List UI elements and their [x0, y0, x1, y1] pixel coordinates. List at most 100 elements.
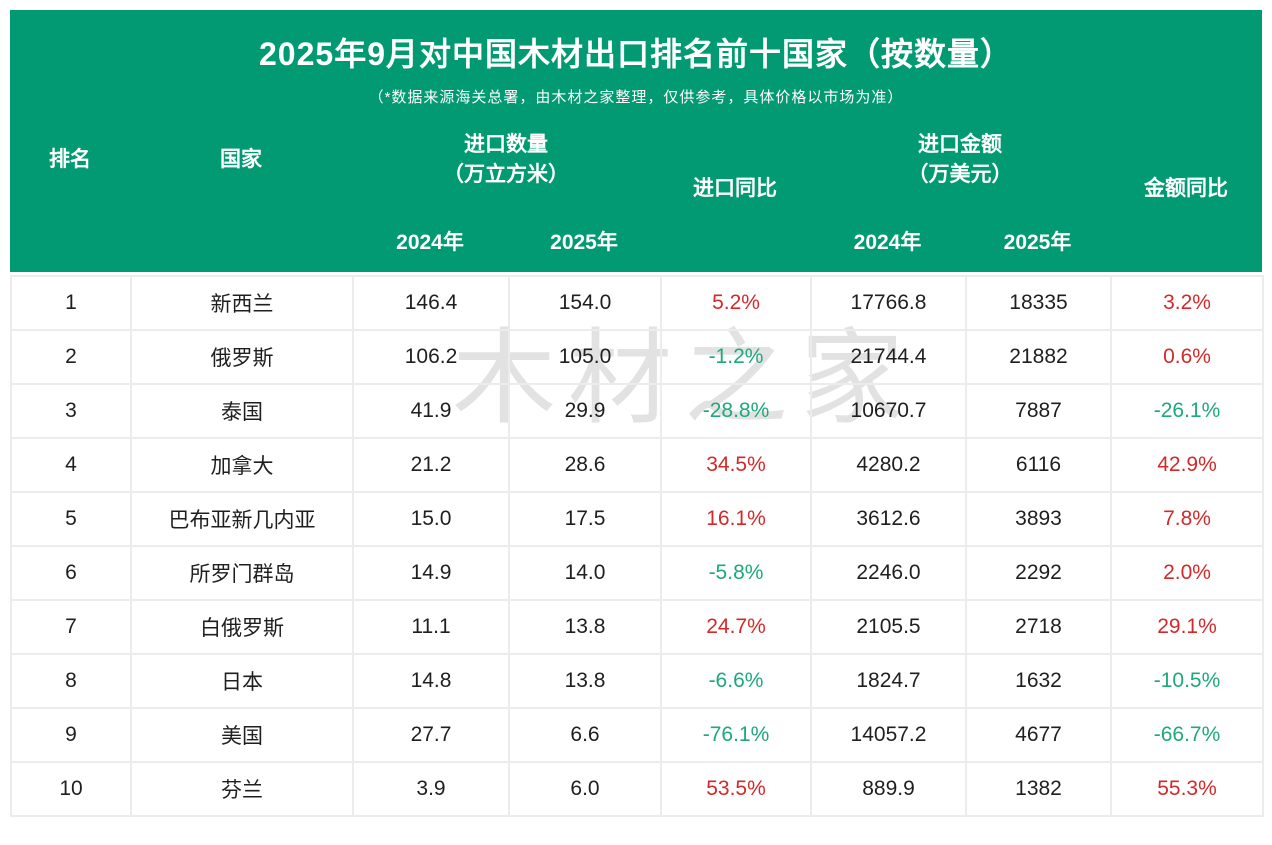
country-cell: 新西兰: [130, 275, 354, 331]
amt-yoy-cell: 2.0%: [1110, 545, 1264, 601]
rank-cell: 10: [10, 761, 132, 817]
data-table: 1 新西兰 146.4 154.0 5.2% 17766.8 18335 3.2% 2 俄罗斯 10…: [10, 275, 1264, 817]
col-header-qty-group: 进口数量 （万立方米）: [352, 107, 660, 214]
rank-cell: 9: [10, 707, 132, 763]
amt-2025-cell: 2718: [965, 599, 1112, 655]
amt-2024-cell: 10670.7: [810, 383, 967, 439]
amt-2024-cell: 21744.4: [810, 329, 967, 385]
col-header-country: 国家: [220, 148, 262, 172]
rank-cell: 5: [10, 491, 132, 547]
col-header-amt-group: 进口金额 （万美元）: [810, 107, 1110, 214]
rank-cell: 8: [10, 653, 132, 709]
col-header-qty-2025: 2025年: [550, 230, 618, 254]
qty-2024-cell: 41.9: [352, 383, 510, 439]
amt-group-line2: （万美元）: [907, 163, 1013, 187]
qty-2024-cell: 3.9: [352, 761, 510, 817]
qty-2025-cell: 13.8: [508, 599, 662, 655]
country-cell: 美国: [130, 707, 354, 763]
amt-2025-cell: 6116: [965, 437, 1112, 493]
country-cell: 芬兰: [130, 761, 354, 817]
page: 2025年9月对中国木材出口排名前十国家（按数量） （*数据来源海关总署，由木材…: [10, 10, 1264, 817]
qty-yoy-cell: 34.5%: [660, 437, 812, 493]
amt-yoy-cell: -66.7%: [1110, 707, 1264, 763]
qty-2024-cell: 146.4: [352, 275, 510, 331]
title-block: 2025年9月对中国木材出口排名前十国家（按数量） （*数据来源海关总署，由木材…: [10, 10, 1262, 107]
qty-2025-cell: 29.9: [508, 383, 662, 439]
amt-2025-cell: 1632: [965, 653, 1112, 709]
amt-2024-cell: 1824.7: [810, 653, 967, 709]
col-header-amt-2024: 2024年: [853, 230, 922, 254]
country-cell: 加拿大: [130, 437, 354, 493]
country-cell: 日本: [130, 653, 354, 709]
amt-yoy-cell: 29.1%: [1110, 599, 1264, 655]
col-header-qty-yoy: 进口同比: [693, 177, 777, 201]
amt-2025-cell: 21882: [965, 329, 1112, 385]
col-header-rank: 排名: [49, 148, 91, 172]
table-row: 8 日本 14.8 13.8 -6.6% 1824.7 1632 -10.5%: [10, 653, 1264, 709]
qty-2025-cell: 17.5: [508, 491, 662, 547]
rank-cell: 6: [10, 545, 132, 601]
table-row: 1 新西兰 146.4 154.0 5.2% 17766.8 18335 3.2%: [10, 275, 1264, 331]
table-area: 木材之家 1 新西兰 146.4 154.0 5.2% 17766.8 18335 3.2% 2…: [10, 275, 1264, 817]
amt-2024-cell: 2105.5: [810, 599, 967, 655]
rank-cell: 3: [10, 383, 132, 439]
qty-2024-cell: 15.0: [352, 491, 510, 547]
amt-2025-cell: 1382: [965, 761, 1112, 817]
table-row: 2 俄罗斯 106.2 105.0 -1.2% 21744.4 21882 0.6%: [10, 329, 1264, 385]
amt-2025-cell: 4677: [965, 707, 1112, 763]
amt-2025-cell: 2292: [965, 545, 1112, 601]
table-header-card: 2025年9月对中国木材出口排名前十国家（按数量） （*数据来源海关总署，由木材…: [10, 10, 1262, 272]
amt-2024-cell: 4280.2: [810, 437, 967, 493]
qty-yoy-cell: 53.5%: [660, 761, 812, 817]
table-row: 3 泰国 41.9 29.9 -28.8% 10670.7 7887 -26.1%: [10, 383, 1264, 439]
qty-group-line2: （万立方米）: [443, 163, 569, 187]
qty-2025-cell: 6.0: [508, 761, 662, 817]
table-row: 6 所罗门群岛 14.9 14.0 -5.8% 2246.0 2292 2.0%: [10, 545, 1264, 601]
amt-yoy-cell: 0.6%: [1110, 329, 1264, 385]
amt-2024-cell: 17766.8: [810, 275, 967, 331]
qty-2024-cell: 106.2: [352, 329, 510, 385]
qty-2024-cell: 14.9: [352, 545, 510, 601]
qty-yoy-cell: -1.2%: [660, 329, 812, 385]
table-row: 9 美国 27.7 6.6 -76.1% 14057.2 4677 -66.7%: [10, 707, 1264, 763]
col-header-amt-2025: 2025年: [1003, 230, 1072, 254]
rank-cell: 1: [10, 275, 132, 331]
qty-2024-cell: 21.2: [352, 437, 510, 493]
amt-yoy-cell: -10.5%: [1110, 653, 1264, 709]
amt-2025-cell: 3893: [965, 491, 1112, 547]
amt-yoy-cell: 7.8%: [1110, 491, 1264, 547]
amt-2024-cell: 889.9: [810, 761, 967, 817]
col-header-amt-yoy: 金额同比: [1144, 177, 1228, 201]
country-cell: 所罗门群岛: [130, 545, 354, 601]
amt-2025-cell: 18335: [965, 275, 1112, 331]
amt-yoy-cell: -26.1%: [1110, 383, 1264, 439]
amt-yoy-cell: 55.3%: [1110, 761, 1264, 817]
qty-2025-cell: 14.0: [508, 545, 662, 601]
qty-yoy-cell: -6.6%: [660, 653, 812, 709]
table-body: 1 新西兰 146.4 154.0 5.2% 17766.8 18335 3.2% 2 俄罗斯 10…: [10, 275, 1264, 817]
qty-yoy-cell: 5.2%: [660, 275, 812, 331]
qty-2024-cell: 11.1: [352, 599, 510, 655]
rank-cell: 7: [10, 599, 132, 655]
qty-group-line1: 进口数量: [464, 132, 548, 156]
qty-2025-cell: 154.0: [508, 275, 662, 331]
column-headers: 排名 国家 进口数量 （万立方米） 进口同比 进口金额 （万美元） 金额同比 2…: [10, 107, 1262, 272]
table-row: 5 巴布亚新几内亚 15.0 17.5 16.1% 3612.6 3893 7.8%: [10, 491, 1264, 547]
qty-yoy-cell: -28.8%: [660, 383, 812, 439]
qty-2025-cell: 13.8: [508, 653, 662, 709]
qty-2024-cell: 14.8: [352, 653, 510, 709]
country-cell: 白俄罗斯: [130, 599, 354, 655]
amt-2025-cell: 7887: [965, 383, 1112, 439]
country-cell: 巴布亚新几内亚: [130, 491, 354, 547]
qty-2025-cell: 105.0: [508, 329, 662, 385]
qty-2025-cell: 28.6: [508, 437, 662, 493]
amt-2024-cell: 3612.6: [810, 491, 967, 547]
col-header-qty-2024: 2024年: [396, 230, 464, 254]
amt-2024-cell: 2246.0: [810, 545, 967, 601]
table-row: 7 白俄罗斯 11.1 13.8 24.7% 2105.5 2718 29.1%: [10, 599, 1264, 655]
qty-yoy-cell: 16.1%: [660, 491, 812, 547]
country-cell: 俄罗斯: [130, 329, 354, 385]
amt-yoy-cell: 42.9%: [1110, 437, 1264, 493]
amt-2024-cell: 14057.2: [810, 707, 967, 763]
rank-cell: 4: [10, 437, 132, 493]
